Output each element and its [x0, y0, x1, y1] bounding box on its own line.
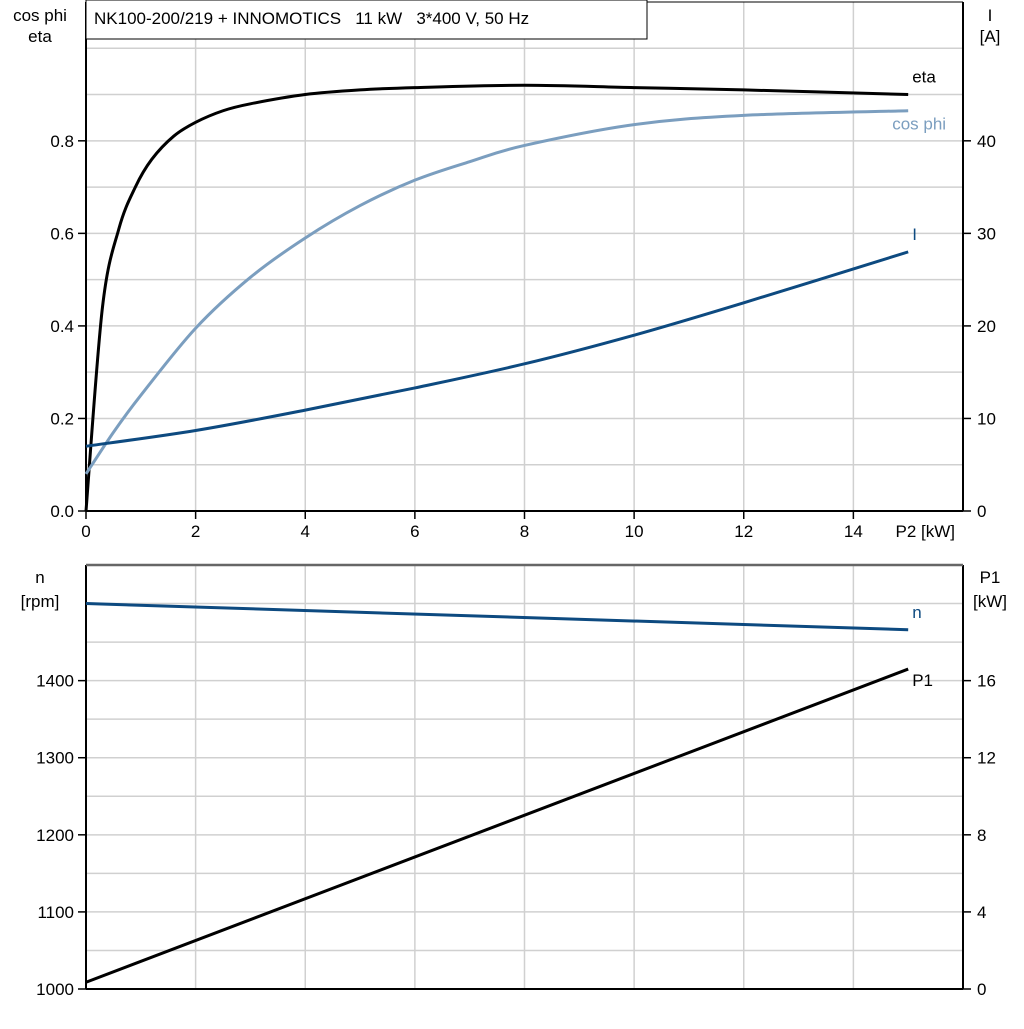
y-tick-label-left: 0.2	[50, 409, 74, 428]
y-tick-label-right: 16	[977, 672, 996, 691]
y-tick-label-left: 0.4	[50, 317, 74, 336]
y-tick-label-right: 0	[977, 502, 986, 521]
y-axis-label-right-2: [kW]	[973, 592, 1007, 611]
y-axis-label-right-1: I	[988, 6, 993, 25]
x-tick-label: 14	[844, 522, 863, 541]
y-tick-label-right: 0	[977, 980, 986, 999]
x-tick-label: 4	[301, 522, 310, 541]
x-tick-label: 6	[410, 522, 419, 541]
series-line-cos-phi	[84, 109, 909, 475]
y-tick-label-left: 1000	[36, 980, 74, 999]
y-tick-label-right: 12	[977, 749, 996, 768]
y-tick-label-left: 1300	[36, 749, 74, 768]
y-axis-label-right-2: [A]	[980, 27, 1001, 46]
title-box	[85, 0, 648, 40]
series-label-n: n	[912, 603, 921, 622]
y-tick-label-left: 0.6	[50, 224, 74, 243]
y-tick-label-right: 10	[977, 409, 996, 428]
series-label-cos-phi: cos phi	[892, 115, 946, 134]
y-axis-label-left-2: [rpm]	[21, 592, 60, 611]
series-label-eta: eta	[912, 68, 936, 87]
x-tick-label: 10	[625, 522, 644, 541]
series-line-eta	[84, 83, 909, 512]
x-tick-label: 12	[734, 522, 753, 541]
series-line-i	[85, 250, 909, 448]
y-tick-label-right: 8	[977, 826, 986, 845]
y-tick-label-right: 30	[977, 224, 996, 243]
x-tick-label: 8	[520, 522, 529, 541]
y-tick-label-left: 0.8	[50, 132, 74, 151]
y-tick-label-right: 4	[977, 903, 986, 922]
series-line-n	[85, 602, 909, 632]
y-axis-label-left-1: cos phi	[13, 6, 67, 25]
x-axis-label: P2 [kW]	[895, 522, 955, 541]
x-tick-label: 0	[81, 522, 90, 541]
y-axis-label-left-1: n	[35, 568, 44, 587]
y-tick-label-right: 40	[977, 132, 996, 151]
series-line-p1	[85, 667, 909, 984]
series-label-p1: P1	[912, 671, 933, 690]
x-tick-label: 2	[191, 522, 200, 541]
series-label-i: I	[912, 225, 917, 244]
y-axis-label-right-1: P1	[980, 568, 1001, 587]
y-axis-label-left-2: eta	[28, 27, 52, 46]
chart-title: NK100-200/219 + INNOMOTICS 11 kW 3*400 V…	[94, 9, 529, 28]
y-tick-label-right: 20	[977, 317, 996, 336]
y-tick-label-left: 1200	[36, 826, 74, 845]
panel-1: 0.0 0.2 0.4 0.6 0.8 0 10 20 30 40 cos phi eta I [A] 0 2…	[13, 0, 1000, 541]
y-tick-label-left: 1400	[36, 672, 74, 691]
y-tick-label-left: 1100	[37, 903, 74, 922]
y-tick-label-left: 0.0	[50, 502, 74, 521]
panel-2: 1000 1100 1200 1300 1400 0 4 8 12 16 n [rpm] P1 [kW] n…	[21, 563, 1007, 999]
